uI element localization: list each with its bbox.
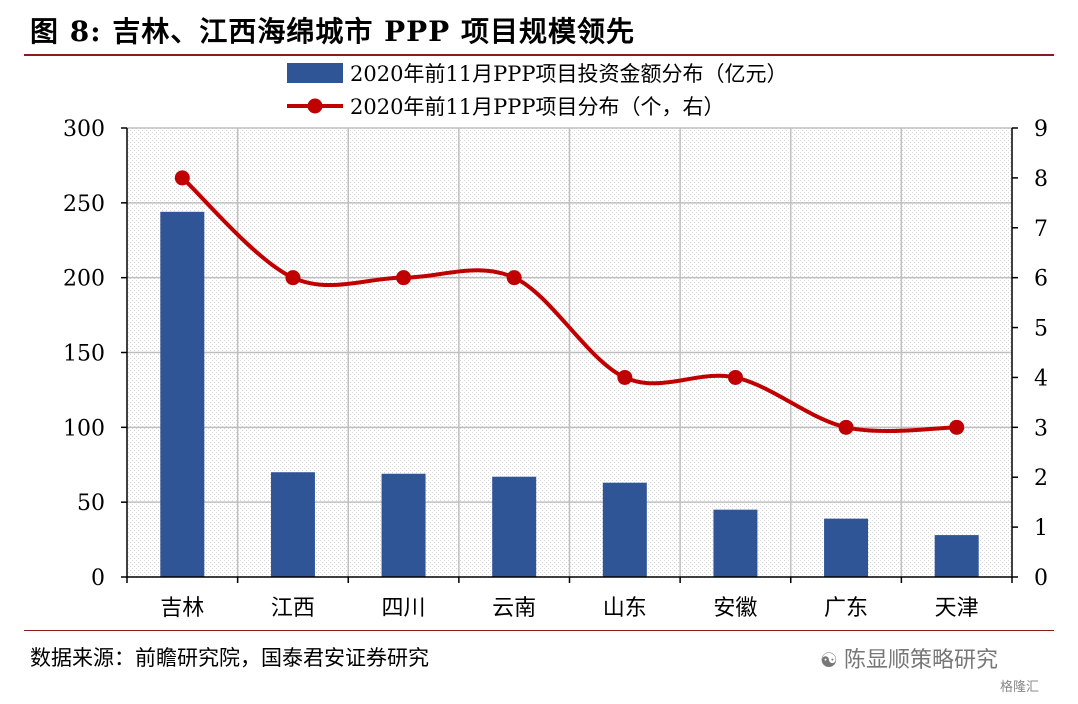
legend-line-marker — [307, 98, 323, 114]
right-tick-label: 8 — [1034, 167, 1048, 192]
right-tick-label: 4 — [1034, 366, 1048, 391]
legend: 2020年前11月PPP项目投资金额分布（亿元） 2020年前11月PPP项目分… — [287, 62, 788, 119]
line-point — [727, 369, 743, 385]
left-tick-label: 0 — [91, 566, 105, 591]
legend-bar-label: 2020年前11月PPP项目投资金额分布（亿元） — [350, 62, 788, 86]
line-point — [285, 270, 301, 286]
bar-series — [160, 211, 979, 577]
gridlines — [127, 127, 1012, 577]
source-note: 数据来源：前瞻研究院，国泰君安证券研究 — [30, 646, 429, 670]
line-point — [838, 419, 854, 435]
watermark: ☯ 陈显顺策略研究 — [820, 642, 998, 674]
bar — [713, 509, 758, 577]
line-point — [174, 170, 190, 186]
category-label: 四川 — [382, 596, 426, 621]
right-tick-label: 2 — [1034, 466, 1048, 491]
left-tick-label: 50 — [77, 491, 105, 516]
category-label: 天津 — [935, 596, 979, 621]
category-label: 江西 — [271, 596, 315, 621]
category-label: 广东 — [824, 596, 868, 621]
axes — [121, 127, 1018, 583]
title-rule — [24, 54, 1054, 56]
line-markers — [174, 170, 965, 435]
left-tick-label: 200 — [63, 267, 105, 292]
right-tick-label: 7 — [1034, 217, 1048, 242]
legend-line-label: 2020年前11月PPP项目分布（个，右） — [350, 95, 725, 119]
legend-bar-swatch — [287, 63, 343, 83]
bar — [270, 472, 315, 577]
left-tick-label: 150 — [63, 342, 105, 367]
category-axis-ticks: 吉林 江西 四川 云南 山东 安徽 广东 天津 — [160, 596, 978, 621]
bar — [160, 211, 205, 577]
category-label: 吉林 — [160, 596, 204, 621]
watermark-logo-text: 格隆汇 — [1000, 680, 1040, 695]
bar — [381, 473, 426, 577]
bar — [602, 482, 647, 577]
left-tick-label: 250 — [63, 192, 105, 217]
right-axis-ticks: 0 1 2 3 4 5 6 7 8 9 — [1034, 117, 1048, 591]
wechat-icon: ☯ — [820, 648, 838, 672]
figure-title: 图 8: 吉林、江西海绵城市 PPP 项目规模领先 — [30, 15, 635, 48]
line-point — [617, 369, 633, 385]
right-tick-label: 3 — [1034, 416, 1048, 441]
category-label: 安徽 — [713, 596, 757, 621]
category-label: 云南 — [492, 596, 536, 621]
right-tick-label: 5 — [1034, 317, 1048, 342]
bar — [934, 535, 979, 577]
bar — [824, 518, 869, 577]
line-point — [506, 270, 522, 286]
category-label: 山东 — [603, 596, 647, 621]
left-axis-ticks: 0 50 100 150 200 250 300 — [63, 117, 105, 591]
bottom-rule — [24, 630, 1054, 631]
right-tick-label: 0 — [1034, 566, 1048, 591]
right-tick-label: 1 — [1034, 516, 1048, 541]
right-tick-label: 6 — [1034, 267, 1048, 292]
line-point — [949, 419, 965, 435]
watermark-text: 陈显顺策略研究 — [843, 648, 998, 673]
left-tick-label: 300 — [63, 117, 105, 142]
left-tick-label: 100 — [63, 416, 105, 441]
right-tick-label: 9 — [1034, 117, 1048, 142]
bar — [492, 476, 537, 577]
line-point — [396, 270, 412, 286]
